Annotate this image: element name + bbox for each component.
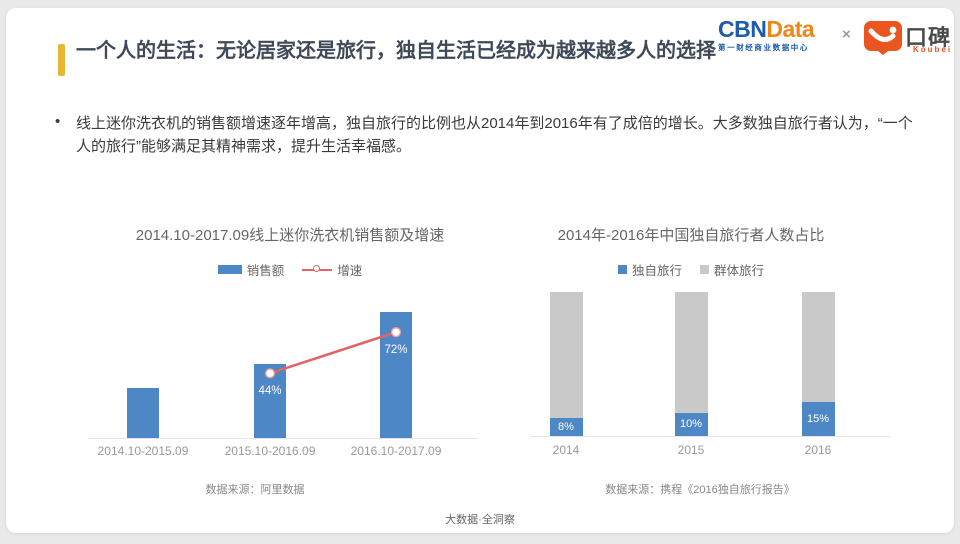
x-axis-label: 2015	[677, 443, 705, 457]
logo-separator: ×	[842, 26, 851, 43]
sales-bar-2014.10-2015.09	[127, 388, 159, 438]
left-chart-legend: 销售额 增速	[90, 260, 490, 279]
x-axis-label: 2014	[552, 443, 580, 457]
legend-item-growth: 增速	[302, 260, 362, 279]
right-chart-legend: 独自旅行 群体旅行	[491, 260, 891, 279]
left-chart-source: 数据来源：阿里数据	[205, 484, 305, 496]
group-travel-bar-2015	[674, 292, 708, 413]
koubei-smile-icon	[864, 21, 902, 55]
koubei-subtitle: Koubei	[913, 45, 953, 54]
page-title: 一个人的生活：无论居家还是旅行，独自生活已经成为越来越多人的选择	[76, 40, 716, 62]
x-axis-label: 2016	[804, 443, 832, 457]
solo-travel-data-label: 10%	[679, 418, 703, 430]
solo-travel-bar-2014	[549, 418, 583, 436]
group-travel-legend-label: 群体旅行	[714, 264, 765, 278]
cbndata-wordmark-orange: Data	[766, 16, 815, 42]
solo-travel-legend-label: 独自旅行	[631, 264, 682, 278]
x-axis-label: 2016.10-2017.09	[350, 444, 442, 458]
sales-legend-swatch	[217, 265, 242, 274]
cbndata-subtitle: 第一财经商业数据中心	[718, 43, 809, 52]
x-axis-label: 2014.10-2015.09	[97, 444, 189, 458]
slide-footer: 大数据·全洞察	[445, 514, 515, 526]
koubei-wordmark: 口碑	[905, 25, 952, 50]
bullet-marker: •	[55, 113, 61, 130]
legend-item-solo-travel: 独自旅行	[617, 260, 682, 279]
growth-data-label: 44%	[258, 385, 282, 398]
growth-legend-swatch	[302, 265, 333, 274]
solo-travel-bar-2016	[801, 402, 835, 436]
right-x-axis-line	[530, 436, 890, 437]
slide-card: CBNData 第一财经商业数据中心 × 口碑 Koubei 一个人的生活：无论…	[6, 8, 954, 533]
group-travel-bar-2014	[549, 292, 583, 418]
solo-travel-legend-swatch	[617, 265, 627, 274]
left-x-axis-line	[88, 438, 478, 439]
x-axis-label: 2015.10-2016.09	[224, 444, 316, 458]
sales-legend-label: 销售额	[246, 264, 285, 278]
growth-legend-label: 增速	[337, 264, 363, 278]
cbndata-logo: CBNData 第一财经商业数据中心	[718, 16, 815, 52]
growth-data-label: 72%	[384, 344, 408, 357]
bullet-text: 线上迷你洗衣机的销售额增速逐年增高，独自旅行的比例也从2014年到2016年有了…	[76, 115, 913, 155]
cbndata-wordmark-blue: CBN	[718, 16, 767, 42]
legend-item-group-travel: 群体旅行	[700, 260, 764, 279]
left-chart-title: 2014.10-2017.09线上迷你洗衣机销售额及增速	[135, 227, 445, 244]
mini-washer-chart-plot: 2014.10-2015.09 2015.10-2016.09 2016.10-20…	[88, 290, 478, 465]
solo-travel-data-label: 8%	[558, 420, 574, 433]
group-travel-legend-swatch	[700, 265, 709, 274]
group-travel-bar-2016	[801, 292, 835, 402]
solo-travel-bar-2015	[674, 413, 708, 436]
solo-travel-data-label: 15%	[806, 412, 830, 425]
sales-bar-2016.10-2017.09	[380, 312, 412, 438]
right-chart-source: 数据来源：携程《2016独自旅行报告》	[605, 484, 795, 496]
cbndata-wordmark: CBNData	[718, 16, 815, 42]
title-accent-bar	[58, 44, 65, 76]
right-chart-title: 2014年-2016年中国独自旅行者人数占比	[557, 227, 825, 244]
sales-bar-2015.10-2016.09	[254, 364, 286, 438]
legend-item-sales: 销售额	[217, 260, 285, 279]
solo-travel-chart-plot: 8% 2014 10% 2015 15% 2016	[530, 292, 890, 467]
